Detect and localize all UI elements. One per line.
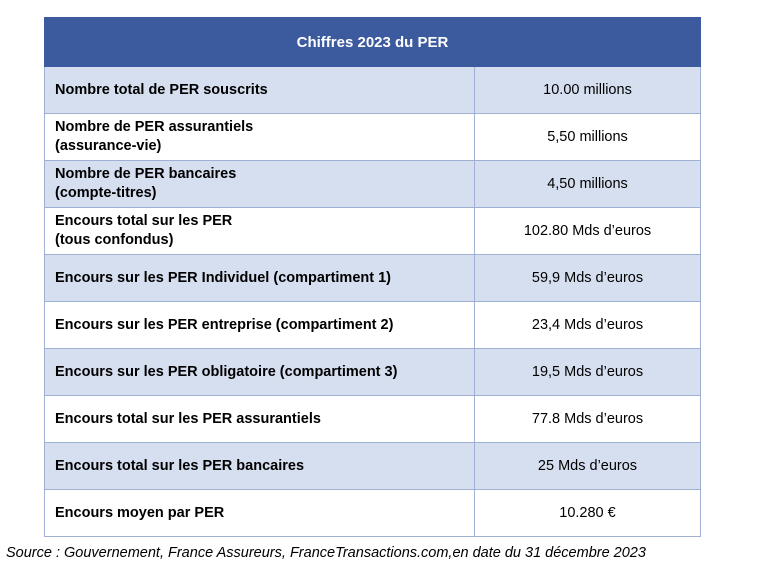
table-row: Encours sur les PER Individuel (comparti… xyxy=(44,254,701,302)
row-value: 102.80 Mds d’euros xyxy=(474,207,701,255)
source-caption: Source : Gouvernement, France Assureurs,… xyxy=(6,545,646,561)
row-label-line: Encours total sur les PER assurantiels xyxy=(55,410,321,427)
row-label-line: (compte-titres) xyxy=(55,185,157,201)
row-label-line: Encours total sur les PER bancaires xyxy=(55,457,305,474)
table-row: Nombre total de PER souscrits 10.00 mill… xyxy=(44,66,701,114)
row-label: Encours total sur les PER bancaires xyxy=(44,442,475,490)
row-value: 23,4 Mds d’euros xyxy=(474,301,701,349)
row-label-line: Encours sur les PER obligatoire (compart… xyxy=(55,363,398,380)
table-row: Encours sur les PER entreprise (comparti… xyxy=(44,301,701,349)
table-row: Nombre de PER bancaires (compte-titres) 4… xyxy=(44,160,701,208)
table-row: Encours total sur les PER assurantiels 7… xyxy=(44,395,701,443)
row-value: 5,50 millions xyxy=(474,113,701,161)
row-label-line: Nombre total de PER souscrits xyxy=(55,81,268,98)
table-header-row: Chiffres 2023 du PER xyxy=(44,17,701,67)
row-label-line: Encours sur les PER entreprise (comparti… xyxy=(55,316,394,333)
row-label: Encours total sur les PER assurantiels xyxy=(44,395,475,443)
row-value: 25 Mds d’euros xyxy=(474,442,701,490)
row-label: Nombre total de PER souscrits xyxy=(44,66,475,114)
row-label-line: (assurance-vie) xyxy=(55,138,162,154)
table-row: Encours sur les PER obligatoire (compart… xyxy=(44,348,701,396)
table-row: Encours total sur les PER (tous confondus… xyxy=(44,207,701,255)
row-label-line: Encours moyen par PER xyxy=(55,504,225,521)
row-label-line: (tous confondus) xyxy=(55,232,174,248)
row-label-line: Encours sur les PER Individuel (comparti… xyxy=(55,269,391,286)
row-label-line: Nombre de PER bancaires xyxy=(55,166,237,182)
per-statistics-table: Chiffres 2023 du PER Nombre total de PER… xyxy=(44,17,701,537)
table-row: Encours moyen par PER 10.280 € xyxy=(44,489,701,537)
row-value: 77.8 Mds d’euros xyxy=(474,395,701,443)
table-row: Encours total sur les PER bancaires 25 M… xyxy=(44,442,701,490)
row-value: 59,9 Mds d’euros xyxy=(474,254,701,302)
row-label-line: Nombre de PER assurantiels xyxy=(55,119,254,135)
row-value: 10.280 € xyxy=(474,489,701,537)
row-value: 19,5 Mds d’euros xyxy=(474,348,701,396)
row-label: Encours sur les PER obligatoire (compart… xyxy=(44,348,475,396)
row-label-line: Encours total sur les PER xyxy=(55,213,233,229)
row-value: 10.00 millions xyxy=(474,66,701,114)
row-label: Nombre de PER bancaires (compte-titres) xyxy=(44,160,475,208)
row-label: Encours total sur les PER (tous confondus… xyxy=(44,207,475,255)
row-label: Encours moyen par PER xyxy=(44,489,475,537)
table-row: Nombre de PER assurantiels (assurance-vie… xyxy=(44,113,701,161)
row-label: Encours sur les PER Individuel (comparti… xyxy=(44,254,475,302)
row-value: 4,50 millions xyxy=(474,160,701,208)
row-label: Encours sur les PER entreprise (comparti… xyxy=(44,301,475,349)
table-title: Chiffres 2023 du PER xyxy=(44,17,701,67)
row-label: Nombre de PER assurantiels (assurance-vie… xyxy=(44,113,475,161)
